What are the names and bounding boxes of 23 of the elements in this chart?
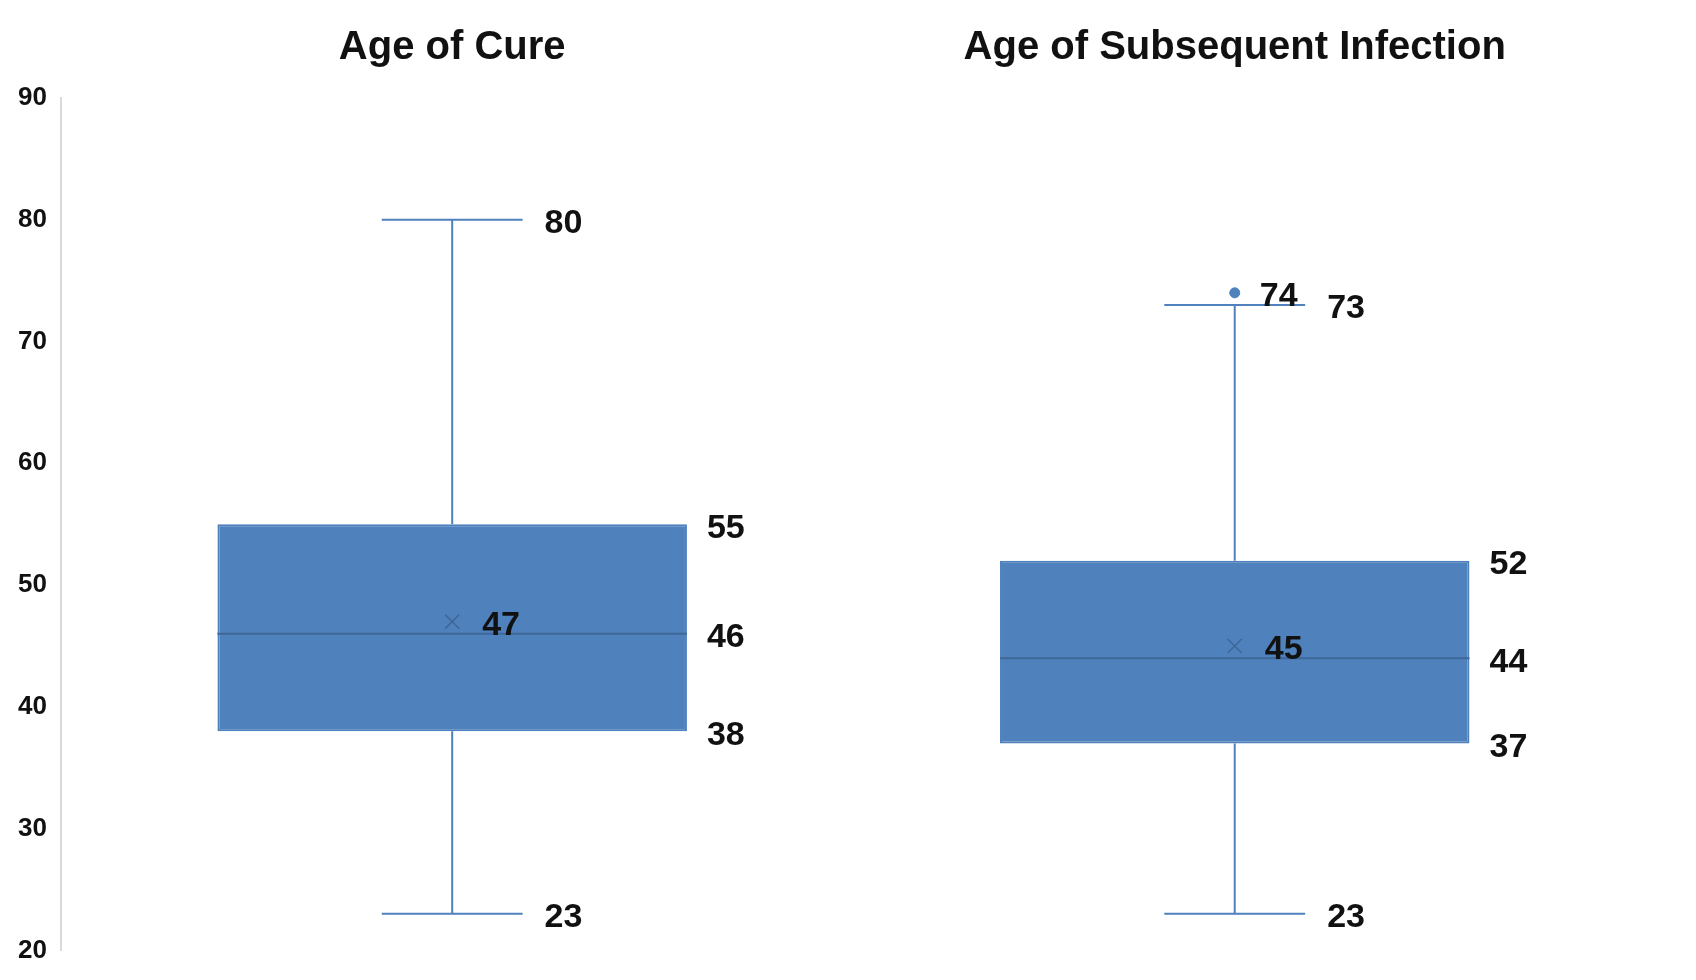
x-tick-label: Age of Cure — [338, 23, 566, 68]
y-tick-label: 80 — [18, 202, 47, 233]
annotation: 23 — [1327, 896, 1365, 935]
annotation: 23 — [544, 896, 583, 935]
annotation: 45 — [1264, 628, 1303, 667]
annotation: 80 — [544, 202, 583, 241]
annotation: 73 — [1327, 287, 1365, 326]
x-tick-label: Age of Subsequent Infection — [963, 23, 1506, 68]
annotation: 44 — [1489, 640, 1528, 679]
annotation: 74 — [1259, 275, 1298, 314]
y-tick-label: 60 — [18, 446, 47, 477]
annotation: 47 — [482, 603, 521, 642]
y-tick-label: 90 — [18, 81, 47, 112]
y-tick-label: 50 — [18, 568, 47, 599]
annotation: 52 — [1489, 543, 1528, 582]
y-tick-label: 70 — [18, 324, 47, 355]
y-tick-label: 20 — [18, 933, 47, 964]
y-tick-label: 30 — [18, 811, 47, 842]
y-tick-label: 40 — [18, 690, 47, 721]
annotation: 37 — [1489, 725, 1528, 764]
annotation: 38 — [706, 713, 745, 752]
annotation: 46 — [706, 616, 745, 655]
annotation: 55 — [706, 506, 745, 545]
